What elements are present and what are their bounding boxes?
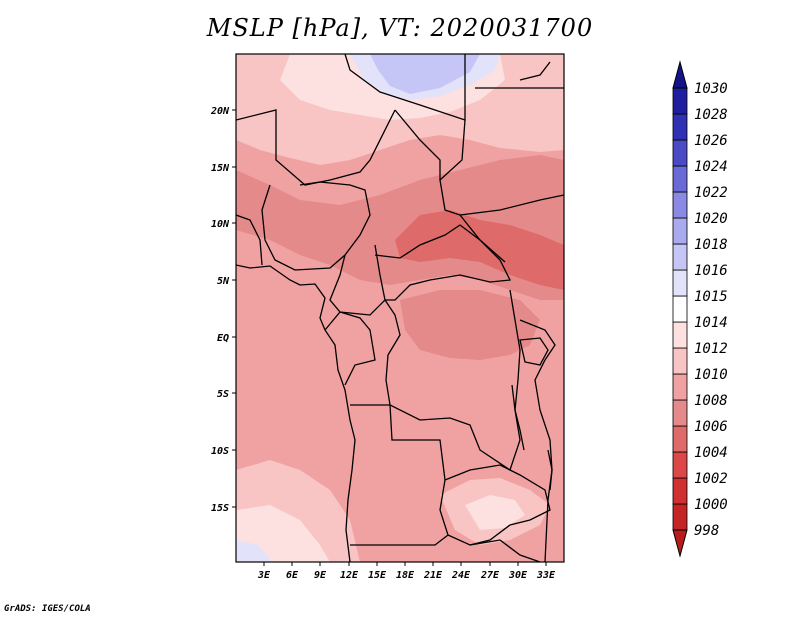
colorbar-cell bbox=[672, 113, 688, 141]
colorbar-label-1026: 1026 bbox=[694, 133, 728, 149]
lake-tanganyika bbox=[511, 384, 525, 451]
colorbar-bottom-arrow bbox=[672, 529, 688, 558]
lat-label-15n: 15N bbox=[211, 163, 230, 174]
field-1008-congo bbox=[400, 290, 540, 360]
field-1008-sahel bbox=[236, 155, 564, 300]
colorbar-cell bbox=[672, 191, 688, 219]
border-cameroon bbox=[329, 244, 386, 316]
nile-delta-coast bbox=[519, 61, 551, 81]
lon-label-24e: 24E bbox=[451, 570, 471, 581]
lat-label-10n: 10N bbox=[211, 219, 230, 230]
border-gabon-congo bbox=[324, 311, 376, 386]
field-1016-south bbox=[236, 540, 272, 562]
colorbar-cell bbox=[672, 269, 688, 297]
lon-label-15e: 15E bbox=[368, 570, 387, 581]
lon-label-6e: 6E bbox=[286, 570, 299, 581]
lake-malawi bbox=[547, 449, 553, 491]
lon-label-18e: 18E bbox=[396, 570, 415, 581]
lon-label-3e: 3E bbox=[257, 570, 271, 581]
lat-axis: 20N 15N 10N 5N EQ 5S 10S 15S bbox=[210, 106, 236, 514]
grads-credit: GrADS: IGES/COLA bbox=[4, 604, 91, 614]
colorbar-label-1018: 1018 bbox=[694, 237, 728, 253]
map-title: MSLP [hPa], VT: 2020031700 bbox=[206, 14, 594, 42]
colorbar-label-998: 998 bbox=[694, 523, 719, 539]
border-drc bbox=[384, 289, 521, 472]
colorbar-label-1010: 1010 bbox=[694, 367, 728, 383]
colorbar-cell bbox=[672, 243, 688, 271]
colorbar-cell bbox=[672, 451, 688, 479]
colorbar-cell bbox=[672, 87, 688, 115]
colorbar-cells bbox=[672, 87, 688, 531]
colorbar-label-1014: 1014 bbox=[694, 315, 728, 331]
lon-label-30e: 30E bbox=[508, 570, 528, 581]
lake-victoria bbox=[519, 337, 549, 366]
border-car bbox=[374, 224, 512, 301]
lat-label-eq: EQ bbox=[217, 333, 229, 344]
plot-frame bbox=[235, 53, 565, 563]
lon-label-21e: 21E bbox=[423, 570, 443, 581]
pressure-field bbox=[236, 54, 564, 562]
colorbar-cell bbox=[672, 321, 688, 349]
lon-axis: 3E 6E 9E 12E 15E 18E 21E 24E 27E 30E 33E bbox=[257, 562, 556, 581]
border-ghana bbox=[236, 214, 263, 266]
lon-label-9e: 9E bbox=[314, 570, 327, 581]
lat-label-5n: 5N bbox=[217, 276, 230, 287]
colorbar-cell bbox=[672, 295, 688, 323]
colorbar-cell bbox=[672, 425, 688, 453]
colorbar-label-1028: 1028 bbox=[694, 107, 728, 123]
colorbar-label-1006: 1006 bbox=[694, 419, 728, 435]
lon-label-33e: 33E bbox=[536, 570, 556, 581]
border-libya-chad bbox=[394, 109, 441, 180]
colorbar-label-1000: 1000 bbox=[694, 497, 728, 513]
border-sudan-south bbox=[459, 194, 564, 216]
field-1014-southeast bbox=[465, 495, 525, 530]
field-1006-car bbox=[395, 210, 564, 290]
lat-label-20n: 20N bbox=[210, 106, 230, 117]
colorbar: 998 1000 1002 1004 1006 1008 1010 1012 1… bbox=[672, 60, 728, 558]
colorbar-top-arrow bbox=[672, 60, 688, 89]
lat-label-15s: 15S bbox=[211, 503, 229, 514]
colorbar-label-1016: 1016 bbox=[694, 263, 728, 279]
colorbar-labels: 998 1000 1002 1004 1006 1008 1010 1012 1… bbox=[694, 81, 728, 539]
colorbar-cell bbox=[672, 399, 688, 427]
colorbar-label-1022: 1022 bbox=[694, 185, 728, 201]
colorbar-cell bbox=[672, 347, 688, 375]
colorbar-cell bbox=[672, 165, 688, 193]
colorbar-label-1008: 1008 bbox=[694, 393, 728, 409]
field-1018-north bbox=[370, 54, 480, 94]
colorbar-label-1002: 1002 bbox=[694, 471, 728, 487]
colorbar-label-1012: 1012 bbox=[694, 341, 728, 357]
colorbar-label-1004: 1004 bbox=[694, 445, 728, 461]
lat-label-10s: 10S bbox=[211, 446, 229, 457]
lat-label-5s: 5S bbox=[217, 389, 229, 400]
colorbar-label-1030: 1030 bbox=[694, 81, 728, 97]
colorbar-label-1015: 1015 bbox=[694, 289, 728, 305]
colorbar-cell bbox=[672, 139, 688, 167]
coastline-west bbox=[236, 264, 356, 562]
lon-label-27e: 27E bbox=[480, 570, 500, 581]
colorbar-label-1024: 1024 bbox=[694, 159, 728, 175]
border-zambia bbox=[444, 464, 551, 546]
colorbar-cell bbox=[672, 503, 688, 531]
colorbar-cell bbox=[672, 477, 688, 505]
colorbar-label-1020: 1020 bbox=[694, 211, 728, 227]
colorbar-cell bbox=[672, 217, 688, 245]
colorbar-cell bbox=[672, 373, 688, 401]
country-borders bbox=[236, 54, 564, 562]
border-zimbabwe bbox=[469, 539, 541, 562]
border-algeria-libya bbox=[344, 54, 466, 121]
lon-label-12e: 12E bbox=[340, 570, 359, 581]
